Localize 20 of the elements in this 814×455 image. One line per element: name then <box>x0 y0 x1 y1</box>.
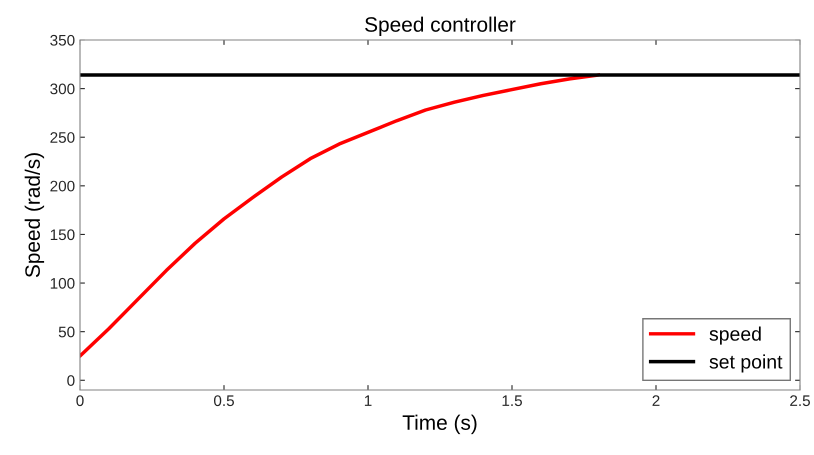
line-series <box>80 73 600 358</box>
y-tick-label: 50 <box>58 326 75 338</box>
y-tick-label: 200 <box>50 180 75 192</box>
x-tick-label: 0 <box>76 395 84 406</box>
y-tick-label: 300 <box>50 83 75 94</box>
x-tick-label: 1 <box>364 395 372 406</box>
y-tick-label: 350 <box>50 34 75 46</box>
y-tick-label: 100 <box>50 278 75 289</box>
y-axis-title: Speed (rad/s) <box>24 153 44 278</box>
x-tick-label: 0.5 <box>214 395 234 406</box>
legend-label: speed <box>710 326 761 345</box>
x-tick-label: 1.5 <box>502 395 522 406</box>
y-tick-label: 250 <box>50 132 75 143</box>
x-tick-label: 2 <box>652 395 660 406</box>
legend-label: set point <box>710 354 782 372</box>
x-tick-label: 2.5 <box>790 395 810 406</box>
y-tick-label: 0 <box>67 375 75 386</box>
chart-title: Speed controller <box>365 16 516 36</box>
y-tick-label: 150 <box>50 229 75 240</box>
x-axis-title: Time (s) <box>402 414 477 434</box>
